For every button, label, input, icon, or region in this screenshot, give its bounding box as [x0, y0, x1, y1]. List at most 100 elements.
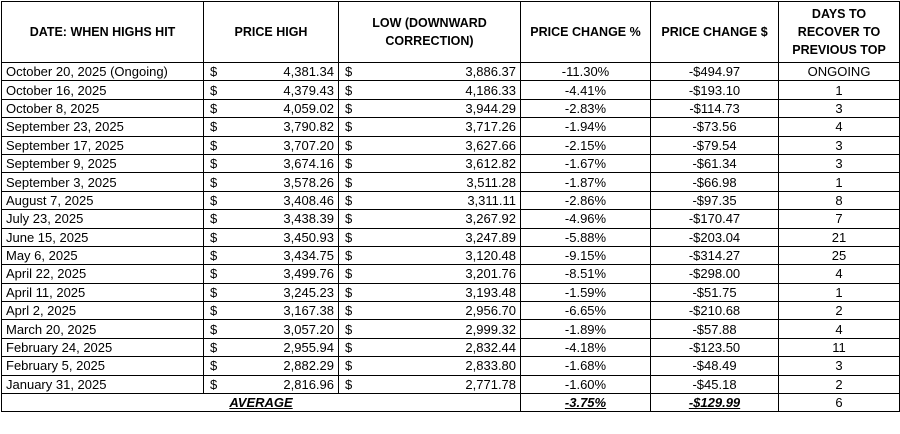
- currency-sign: $: [338, 153, 361, 174]
- days-to-recover: 1: [778, 282, 900, 303]
- date: September 23, 2025: [1, 117, 204, 137]
- price-high: 3,450.93: [225, 227, 339, 247]
- days-to-recover: 4: [778, 264, 900, 284]
- days-to-recover: 3: [778, 135, 900, 155]
- table-row: October 8, 2025 $4,059.02 $3,944.29 -2.83% -…: [1, 98, 900, 119]
- table-row: September 23, 2025 $3,790.82 $3,717.26 -1.9…: [1, 117, 900, 137]
- table-row: May 6, 2025 $3,434.75 $3,120.48 -9.15% -$314…: [1, 245, 900, 266]
- price-change-pct: -1.68%: [520, 356, 652, 376]
- table-row: October 16, 2025 $4,379.43 $4,186.33 -4.41%…: [1, 80, 900, 100]
- date: October 16, 2025: [1, 80, 204, 100]
- column-header: PRICE HIGH: [203, 1, 339, 63]
- table-row: February 5, 2025 $2,882.29 $2,833.80 -1.68%…: [1, 356, 900, 376]
- days-to-recover: 1: [778, 172, 900, 192]
- price-change-pct: -4.96%: [520, 209, 652, 229]
- days-to-recover: 4: [778, 117, 900, 137]
- low-price: 3,944.29: [360, 98, 522, 119]
- currency-sign: $: [338, 117, 361, 137]
- price-high: 3,578.26: [225, 172, 339, 192]
- currency-sign: $: [203, 117, 226, 137]
- date: February 24, 2025: [1, 337, 204, 358]
- price-change-pct: -5.88%: [520, 227, 652, 247]
- average-days: 6: [778, 393, 900, 413]
- currency-sign: $: [203, 61, 226, 82]
- currency-sign: $: [203, 301, 226, 321]
- price-change-usd: -$123.50: [650, 337, 780, 358]
- currency-sign: $: [338, 135, 361, 155]
- low-price: 3,311.11: [360, 190, 522, 211]
- low-price: 2,833.80: [360, 356, 522, 376]
- currency-sign: $: [203, 190, 226, 211]
- days-to-recover: 4: [778, 319, 900, 339]
- column-header: LOW (DOWNWARD CORRECTION): [337, 1, 522, 63]
- low-price: 2,956.70: [360, 301, 522, 321]
- price-change-pct: -1.67%: [520, 153, 652, 174]
- price-change-usd: -$494.97: [650, 61, 780, 82]
- currency-sign: $: [338, 190, 361, 211]
- price-change-pct: -9.15%: [520, 245, 652, 266]
- price-change-pct: -1.87%: [520, 172, 652, 192]
- date: October 20, 2025 (Ongoing): [1, 61, 204, 82]
- days-to-recover: 2: [778, 374, 900, 395]
- price-high: 3,707.20: [225, 135, 339, 155]
- price-change-pct: -1.60%: [520, 374, 652, 395]
- table-row: April 11, 2025 $3,245.23 $3,193.48 -1.59% -$…: [1, 282, 900, 303]
- price-high: 2,816.96: [225, 374, 339, 395]
- days-to-recover: 3: [778, 356, 900, 376]
- currency-sign: $: [338, 245, 361, 266]
- price-change-usd: -$97.35: [650, 190, 780, 211]
- price-table: DATE: WHEN HIGHS HIT PRICE HIGH LOW (DOWNW…: [0, 1, 900, 413]
- currency-sign: $: [203, 80, 226, 100]
- price-change-usd: -$203.04: [650, 227, 780, 247]
- price-high: 3,245.23: [225, 282, 339, 303]
- low-price: 3,886.37: [360, 61, 522, 82]
- days-to-recover: 1: [778, 80, 900, 100]
- currency-sign: $: [338, 264, 361, 284]
- table-row: Aprl 2, 2025 $3,167.38 $2,956.70 -6.65% -$21…: [1, 301, 900, 321]
- low-price: 2,999.32: [360, 319, 522, 339]
- average-usd: -$129.99: [650, 393, 780, 413]
- date: September 9, 2025: [1, 153, 204, 174]
- table-row: March 20, 2025 $3,057.20 $2,999.32 -1.89% -$…: [1, 319, 900, 339]
- currency-sign: $: [338, 356, 361, 376]
- currency-sign: $: [203, 337, 226, 358]
- price-change-usd: -$48.49: [650, 356, 780, 376]
- days-to-recover: 25: [778, 245, 900, 266]
- price-change-usd: -$210.68: [650, 301, 780, 321]
- low-price: 3,612.82: [360, 153, 522, 174]
- date: April 11, 2025: [1, 282, 204, 303]
- days-to-recover: 21: [778, 227, 900, 247]
- currency-sign: $: [338, 374, 361, 395]
- date: January 31, 2025: [1, 374, 204, 395]
- date: July 23, 2025: [1, 209, 204, 229]
- currency-sign: $: [203, 172, 226, 192]
- price-change-pct: -6.65%: [520, 301, 652, 321]
- column-header: PRICE CHANGE %: [520, 1, 652, 63]
- date: June 15, 2025: [1, 227, 204, 247]
- low-price: 2,771.78: [360, 374, 522, 395]
- column-header: PRICE CHANGE $: [650, 1, 780, 63]
- price-change-usd: -$66.98: [650, 172, 780, 192]
- low-price: 3,193.48: [360, 282, 522, 303]
- currency-sign: $: [338, 337, 361, 358]
- price-high: 2,955.94: [225, 337, 339, 358]
- price-change-usd: -$114.73: [650, 98, 780, 119]
- table-row: September 3, 2025 $3,578.26 $3,511.28 -1.87…: [1, 172, 900, 192]
- low-price: 3,717.26: [360, 117, 522, 137]
- low-price: 3,247.89: [360, 227, 522, 247]
- price-change-usd: -$73.56: [650, 117, 780, 137]
- price-change-pct: -11.30%: [520, 61, 652, 82]
- currency-sign: $: [338, 282, 361, 303]
- currency-sign: $: [203, 264, 226, 284]
- price-change-usd: -$45.18: [650, 374, 780, 395]
- table-row: June 15, 2025 $3,450.93 $3,247.89 -5.88% -$2…: [1, 227, 900, 247]
- currency-sign: $: [338, 301, 361, 321]
- price-change-usd: -$193.10: [650, 80, 780, 100]
- days-to-recover: 11: [778, 337, 900, 358]
- currency-sign: $: [203, 319, 226, 339]
- low-price: 3,267.92: [360, 209, 522, 229]
- currency-sign: $: [203, 282, 226, 303]
- table-row: February 24, 2025 $2,955.94 $2,832.44 -4.18…: [1, 337, 900, 358]
- date: August 7, 2025: [1, 190, 204, 211]
